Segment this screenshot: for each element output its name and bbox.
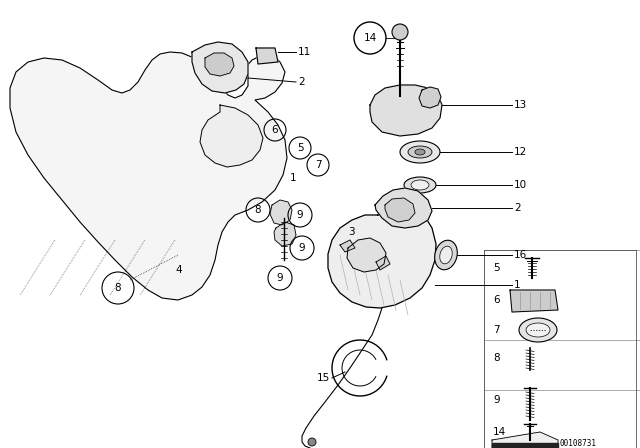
Text: 00108731: 00108731: [560, 439, 597, 448]
Polygon shape: [375, 188, 432, 228]
Polygon shape: [340, 240, 355, 252]
Polygon shape: [328, 205, 436, 308]
Polygon shape: [376, 256, 390, 270]
Polygon shape: [270, 200, 292, 225]
Text: 2: 2: [298, 77, 305, 87]
Polygon shape: [274, 222, 296, 246]
Polygon shape: [256, 48, 278, 64]
Text: 7: 7: [315, 160, 321, 170]
Text: 9: 9: [297, 210, 303, 220]
Polygon shape: [200, 105, 263, 167]
Polygon shape: [492, 443, 558, 448]
Text: 14: 14: [364, 33, 376, 43]
Text: 7: 7: [493, 325, 500, 335]
Text: 9: 9: [276, 273, 284, 283]
Text: 5: 5: [297, 143, 303, 153]
Text: 5: 5: [493, 263, 500, 273]
Text: 3: 3: [348, 227, 355, 237]
Polygon shape: [347, 238, 386, 272]
Polygon shape: [385, 198, 415, 222]
Ellipse shape: [408, 146, 432, 158]
Ellipse shape: [526, 323, 550, 337]
Circle shape: [392, 24, 408, 40]
Text: 16: 16: [514, 250, 527, 260]
Text: 8: 8: [115, 283, 122, 293]
Ellipse shape: [415, 149, 425, 155]
Text: 8: 8: [255, 205, 261, 215]
Ellipse shape: [440, 246, 452, 264]
Text: 9: 9: [493, 395, 500, 405]
Text: 6: 6: [493, 295, 500, 305]
Text: 1: 1: [290, 173, 296, 183]
Text: 8: 8: [493, 353, 500, 363]
Ellipse shape: [411, 180, 429, 190]
Text: 11: 11: [298, 47, 311, 57]
Polygon shape: [192, 42, 248, 93]
Text: 1: 1: [514, 280, 520, 290]
Text: 2: 2: [514, 203, 520, 213]
Circle shape: [308, 438, 316, 446]
Text: 10: 10: [514, 180, 527, 190]
Text: 14: 14: [493, 427, 506, 437]
Text: 6: 6: [272, 125, 278, 135]
Polygon shape: [510, 290, 558, 312]
Text: 4: 4: [175, 265, 182, 275]
Ellipse shape: [400, 141, 440, 163]
Text: 13: 13: [514, 100, 527, 110]
Ellipse shape: [435, 240, 458, 270]
Polygon shape: [205, 53, 234, 76]
Text: 9: 9: [299, 243, 305, 253]
Ellipse shape: [404, 177, 436, 193]
Text: 15: 15: [317, 373, 330, 383]
Polygon shape: [10, 52, 287, 300]
Polygon shape: [492, 432, 558, 448]
Polygon shape: [419, 87, 441, 108]
Ellipse shape: [519, 318, 557, 342]
Text: 12: 12: [514, 147, 527, 157]
Polygon shape: [370, 85, 442, 136]
